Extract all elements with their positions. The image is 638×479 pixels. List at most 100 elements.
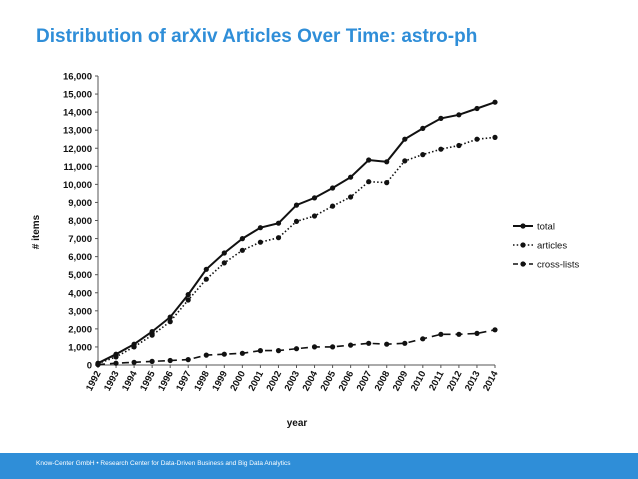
y-tick-label: 10,000 [63,180,92,191]
x-tick-label: 2004 [301,369,321,393]
x-tick-label: 2012 [445,369,465,393]
y-axis-ticks: 0 1,000 2,000 3,000 4,000 5,000 6,000 7,000 8,00… [63,72,98,372]
x-tick-label: 2008 [373,369,393,393]
legend-label-cross-lists: cross-lists [537,260,579,271]
legend-marker-cross-lists [520,261,526,267]
data-point-cross-lists [185,357,191,363]
x-tick-label: 2005 [319,369,339,393]
x-tick-label: 2013 [463,369,483,393]
data-point-total [384,159,390,165]
data-point-articles [149,332,155,338]
data-point-articles [384,180,390,186]
data-point-articles [131,344,137,350]
data-point-articles [492,134,498,140]
data-point-total [420,125,426,131]
data-point-total [366,157,372,163]
data-point-cross-lists [239,350,245,356]
series-layer [95,99,498,368]
data-point-articles [221,260,227,266]
chart-legend: total articles cross-lists [513,222,579,271]
x-tick-label: 1993 [102,369,122,393]
series-line-total [97,101,496,365]
y-tick-label: 6,000 [68,252,92,263]
data-point-cross-lists [456,331,462,337]
data-point-articles [402,158,408,164]
data-point-articles [438,146,444,152]
y-tick-label: 4,000 [68,288,92,299]
data-point-total [203,266,209,272]
data-point-total [293,202,300,208]
legend-marker-total [520,223,526,229]
line-chart: 0 1,000 2,000 3,000 4,000 5,000 6,000 7,000 8,00… [31,72,579,430]
y-tick-label: 9,000 [68,198,92,209]
data-point-articles [348,194,354,200]
data-point-cross-lists [384,341,390,347]
data-point-cross-lists [330,344,336,350]
data-point-cross-lists [402,340,408,346]
data-point-cross-lists [438,331,444,337]
data-point-articles [239,247,245,253]
x-tick-label: 1998 [192,369,212,393]
series-articles [95,134,498,367]
series-cross-lists [95,327,498,368]
x-tick-label: 2007 [355,369,375,393]
data-point-articles [293,218,300,224]
data-point-cross-lists [257,348,263,354]
data-point-articles [330,203,336,209]
y-tick-label: 3,000 [68,306,92,317]
y-tick-label: 1,000 [68,342,92,353]
data-point-cross-lists [203,352,209,358]
y-tick-label: 16,000 [63,72,92,83]
data-point-cross-lists [293,346,300,352]
x-tick-label: 1996 [156,369,176,393]
x-tick-label: 2010 [409,369,429,393]
data-point-total [239,236,245,242]
data-point-cross-lists [420,336,426,342]
data-point-articles [275,235,282,241]
y-tick-label: 15,000 [63,90,92,101]
data-point-total [474,105,480,112]
y-tick-label: 11,000 [63,162,92,173]
series-total [95,99,498,366]
x-tick-label: 2003 [283,369,303,393]
y-tick-label: 12,000 [63,144,92,155]
data-point-articles [420,152,426,158]
x-tick-label: 1995 [138,369,158,393]
x-tick-label: 2011 [427,369,447,393]
data-point-articles [311,213,318,219]
data-point-cross-lists [95,362,101,368]
data-point-cross-lists [348,342,354,348]
x-tick-label: 1999 [210,369,230,393]
data-point-cross-lists [492,327,498,333]
data-point-articles [474,136,480,142]
y-tick-label: 13,000 [63,126,92,137]
data-point-cross-lists [221,351,227,357]
data-point-total [149,329,155,335]
data-point-total [456,112,462,118]
data-point-articles [257,239,263,245]
x-tick-label: 2001 [246,369,266,393]
data-point-total [402,136,408,142]
data-point-total [348,174,354,180]
legend-label-total: total [537,222,555,233]
data-point-total [275,220,282,226]
data-point-total [330,185,336,191]
data-point-total [257,225,263,231]
data-point-articles [167,319,173,325]
y-tick-label: 8,000 [68,216,92,227]
data-point-articles [113,354,119,360]
x-tick-label: 2002 [264,369,284,393]
x-tick-label: 2014 [481,369,501,393]
x-tick-label: 2000 [228,369,248,393]
legend-label-articles: articles [537,241,567,252]
y-tick-label: 2,000 [68,324,92,335]
y-tick-label: 7,000 [68,234,92,245]
data-point-total [311,195,318,201]
data-point-articles [203,276,209,282]
x-tick-label: 1992 [84,369,104,393]
data-point-total [438,115,444,121]
data-point-total [167,314,173,320]
y-tick-label: 0 [87,361,92,372]
data-point-cross-lists [311,344,318,350]
x-axis-ticks: 1992199319941995199619971998199920002001… [84,365,501,393]
